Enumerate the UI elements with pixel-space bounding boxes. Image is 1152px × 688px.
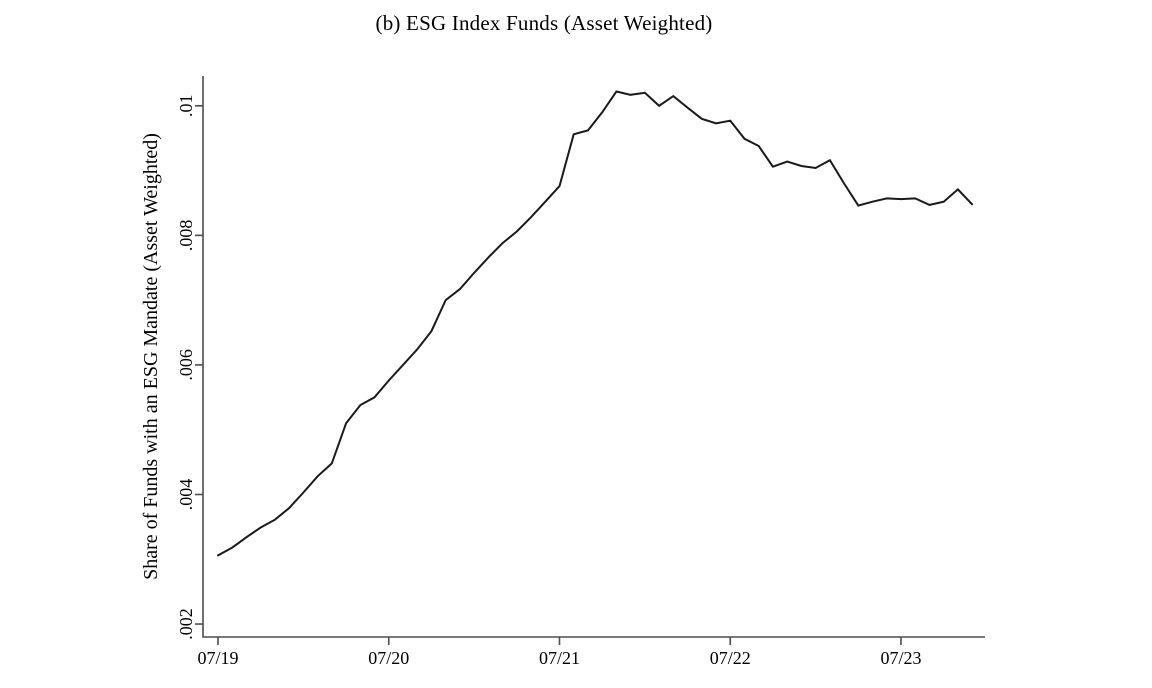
x-tick-label: 07/22 xyxy=(710,648,751,668)
y-axis-title: Share of Funds with an ESG Mandate (Asse… xyxy=(140,133,162,580)
y-tick-label: .008 xyxy=(176,220,196,252)
chart-title: (b) ESG Index Funds (Asset Weighted) xyxy=(375,11,713,35)
y-tick-label: .01 xyxy=(176,95,196,118)
x-tick-label: 07/23 xyxy=(880,648,921,668)
x-tick-label: 07/21 xyxy=(539,648,580,668)
axes xyxy=(202,76,985,638)
y-tick-label: .004 xyxy=(176,479,196,511)
y-tick-label: .006 xyxy=(176,349,196,381)
y-tick-label: .002 xyxy=(176,608,196,640)
x-tick-label: 07/19 xyxy=(197,648,238,668)
x-tick-label: 07/20 xyxy=(368,648,409,668)
data-line xyxy=(217,90,974,557)
